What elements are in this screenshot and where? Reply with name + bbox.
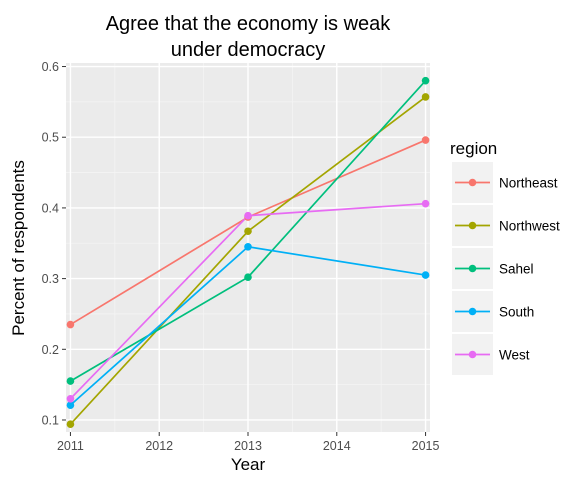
- legend-label: Northeast: [499, 176, 558, 191]
- y-axis-ticks: 0.1 0.2 0.3 0.4 0.5 0.6: [42, 60, 66, 427]
- legend-key-point: [468, 221, 477, 230]
- data-point-south: [244, 242, 252, 251]
- data-point-northeast: [66, 320, 75, 329]
- legend-item-northwest: Northwest: [452, 205, 560, 246]
- legend-item-northeast: Northeast: [452, 162, 558, 203]
- legend-key-point: [468, 264, 477, 273]
- y-tick-label: 0.6: [42, 60, 59, 74]
- data-point-northwest: [244, 227, 252, 236]
- legend-item-west: West: [452, 334, 530, 375]
- legend-key-point: [468, 350, 477, 359]
- legend-label: Sahel: [499, 262, 534, 277]
- x-tick-label: 2012: [145, 439, 173, 453]
- chart-title-line-2: under democracy: [171, 39, 326, 61]
- legend: region Northeast Northwest Sahel South West: [450, 139, 560, 375]
- data-point-west: [421, 199, 430, 208]
- data-point-south: [421, 271, 430, 279]
- legend-title: region: [450, 139, 497, 158]
- data-point-sahel: [66, 377, 75, 385]
- legend-label: Northwest: [499, 219, 560, 234]
- data-point-south: [66, 401, 75, 409]
- legend-item-south: South: [452, 291, 534, 332]
- x-axis-label: Year: [231, 455, 266, 474]
- y-tick-label: 0.1: [42, 413, 59, 427]
- x-tick-label: 2011: [57, 439, 84, 453]
- legend-key-point: [468, 307, 477, 316]
- y-tick-label: 0.5: [42, 131, 59, 145]
- legend-items: Northeast Northwest Sahel South West: [452, 162, 560, 375]
- y-tick-label: 0.4: [42, 201, 59, 215]
- legend-label: South: [499, 305, 534, 320]
- data-point-northeast: [421, 136, 430, 144]
- data-point-sahel: [244, 273, 252, 281]
- chart-title-line-1: Agree that the economy is weak: [106, 13, 392, 35]
- y-tick-label: 0.3: [42, 272, 59, 286]
- major-gridlines: [66, 63, 430, 432]
- legend-key-point: [468, 178, 477, 187]
- x-axis-ticks: 2011 2012 2013 2014 2015: [57, 432, 440, 453]
- data-point-sahel: [421, 76, 430, 85]
- series-points: [66, 76, 430, 429]
- x-tick-label: 2013: [234, 439, 262, 453]
- data-point-west: [244, 211, 252, 220]
- legend-item-sahel: Sahel: [452, 248, 534, 289]
- data-point-northwest: [421, 93, 430, 101]
- data-point-west: [66, 394, 75, 403]
- y-axis-label: Percent of respondents: [9, 160, 28, 336]
- legend-label: West: [499, 348, 530, 363]
- data-point-northwest: [66, 420, 75, 429]
- y-tick-label: 0.2: [42, 343, 59, 357]
- x-tick-label: 2015: [412, 439, 440, 453]
- x-tick-label: 2014: [323, 439, 351, 453]
